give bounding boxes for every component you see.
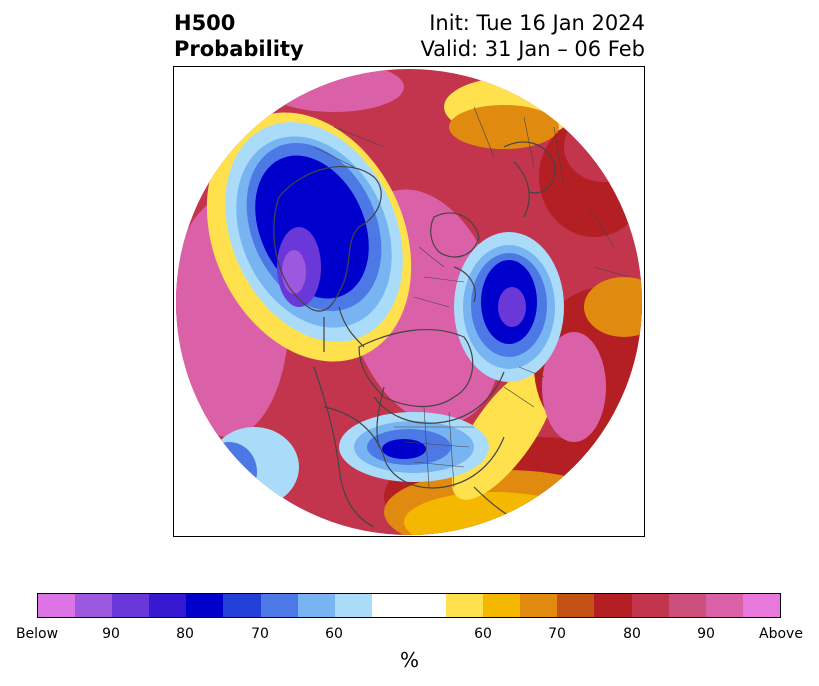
field-blue-southwest — [201, 442, 257, 502]
colorbar-segment — [334, 594, 372, 617]
map-dates: Init: Tue 16 Jan 2024 Valid: 31 Jan – 06… — [420, 10, 645, 62]
colorbar-segment — [75, 594, 113, 617]
colorbar-segment — [223, 594, 261, 617]
field-purple-west — [282, 250, 306, 294]
colorbar-unit-label: % — [399, 648, 419, 672]
field-navy-america — [382, 439, 426, 459]
field-orange-north — [449, 105, 559, 149]
colorbar-segment — [631, 594, 669, 617]
colorbar-segment — [38, 594, 76, 617]
colorbar-segment — [483, 594, 521, 617]
colorbar-segment — [186, 594, 224, 617]
colorbar-segment — [149, 594, 187, 617]
colorbar-segment — [297, 594, 335, 617]
colorbar-tick-label: 70 — [548, 626, 566, 642]
colorbar-ticks: Below 90 80 70 60 60 70 80 90 Above — [0, 626, 819, 646]
colorbar-segment — [408, 594, 447, 617]
field-outer-ne — [564, 112, 642, 182]
field-violet-europe — [498, 287, 526, 327]
colorbar-tick-label: 60 — [325, 626, 343, 642]
colorbar-segment — [520, 594, 558, 617]
colorbar-tick-label: 60 — [474, 626, 492, 642]
colorbar-segment — [371, 594, 409, 617]
colorbar-segment — [742, 594, 780, 617]
colorbar-segment — [260, 594, 298, 617]
title-line-2: Probability — [174, 37, 304, 61]
colorbar-tick-label: 90 — [697, 626, 715, 642]
map-title: H500 Probability — [174, 10, 304, 62]
colorbar-tick-label: Above — [759, 626, 803, 642]
init-date: Init: Tue 16 Jan 2024 — [429, 11, 645, 35]
field-orange-east — [584, 277, 642, 337]
colorbar-segment — [594, 594, 632, 617]
map-frame — [173, 66, 645, 537]
colorbar-tick-label: 80 — [176, 626, 194, 642]
colorbar-tick-label: Below — [15, 626, 59, 642]
valid-range: Valid: 31 Jan – 06 Feb — [420, 37, 645, 61]
title-line-1: H500 — [174, 11, 236, 35]
colorbar-segment — [446, 594, 484, 617]
colorbar-segment — [112, 594, 150, 617]
colorbar-tick-label: 70 — [251, 626, 269, 642]
colorbar-tick-label: 80 — [623, 626, 641, 642]
colorbar-tick-label: 90 — [102, 626, 120, 642]
colorbar-segment — [557, 594, 595, 617]
field-pink-east-core — [542, 332, 606, 442]
colorbar-segment — [705, 594, 743, 617]
colorbar-segment — [668, 594, 706, 617]
field-yellow-band — [451, 364, 557, 500]
colorbar — [37, 593, 781, 618]
probability-map — [176, 69, 642, 535]
